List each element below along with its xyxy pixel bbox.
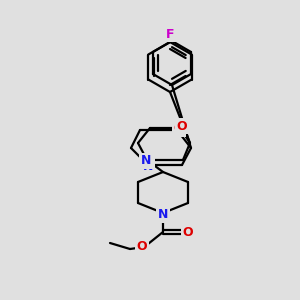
Text: N: N	[141, 154, 151, 167]
Text: O: O	[137, 239, 147, 253]
Text: F: F	[166, 28, 174, 40]
Text: O: O	[177, 119, 187, 133]
Text: N: N	[158, 208, 168, 221]
Text: N: N	[143, 160, 153, 172]
Text: F: F	[168, 28, 176, 40]
Text: O: O	[174, 122, 184, 136]
Text: O: O	[183, 226, 193, 238]
